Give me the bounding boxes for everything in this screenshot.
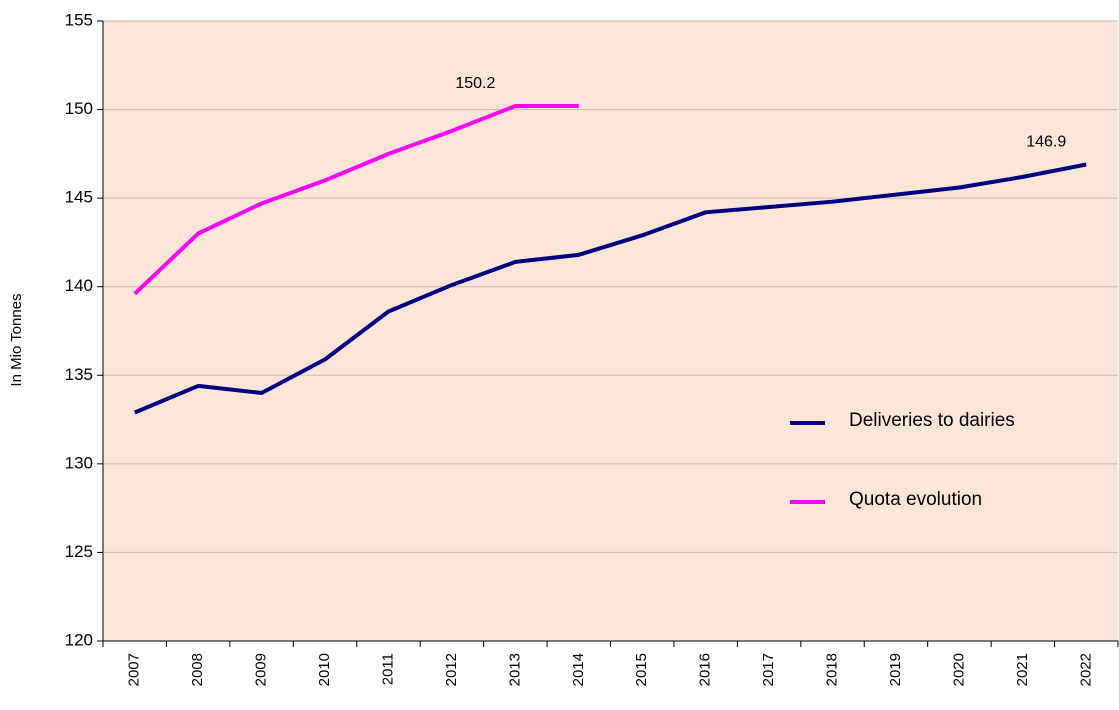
x-tick-label: 2021 [1014, 653, 1031, 686]
x-tick-label: 2013 [506, 653, 523, 686]
x-tick-label: 2016 [697, 653, 714, 686]
plot-area [103, 21, 1118, 641]
x-tick-label: 2009 [253, 653, 270, 686]
y-axis-label: In Mio Tonnes [8, 293, 25, 386]
x-tick-label: 2014 [570, 653, 587, 686]
y-tick-label: 150 [65, 99, 93, 118]
y-tick-label: 155 [65, 10, 93, 29]
legend-label: Deliveries to dairies [849, 410, 1015, 431]
x-tick-label: 2008 [189, 653, 206, 686]
x-tick-label: 2017 [760, 653, 777, 686]
x-tick-label: 2012 [443, 653, 460, 686]
x-tick-label: 2022 [1077, 653, 1094, 686]
y-tick-label: 125 [65, 542, 93, 561]
x-tick-label: 2007 [126, 653, 143, 686]
line-series [133, 162, 1087, 415]
data-label: 146.9 [1026, 134, 1066, 151]
legend-label: Quota evolution [849, 489, 982, 510]
y-tick-label: 140 [65, 276, 93, 295]
x-tick-label: 2015 [633, 653, 650, 686]
y-tick-label: 130 [65, 453, 93, 472]
data-label: 150.2 [455, 75, 495, 92]
y-tick-label: 145 [65, 188, 93, 207]
x-tick-label: 2018 [824, 653, 841, 686]
x-tick-label: 2019 [887, 653, 904, 686]
y-tick-label: 120 [65, 630, 93, 649]
x-tick-label: 2020 [950, 653, 967, 686]
x-tick-label: 2011 [379, 653, 396, 685]
x-tick-label: 2010 [316, 653, 333, 686]
y-tick-label: 135 [65, 365, 93, 384]
line-series [133, 104, 579, 296]
